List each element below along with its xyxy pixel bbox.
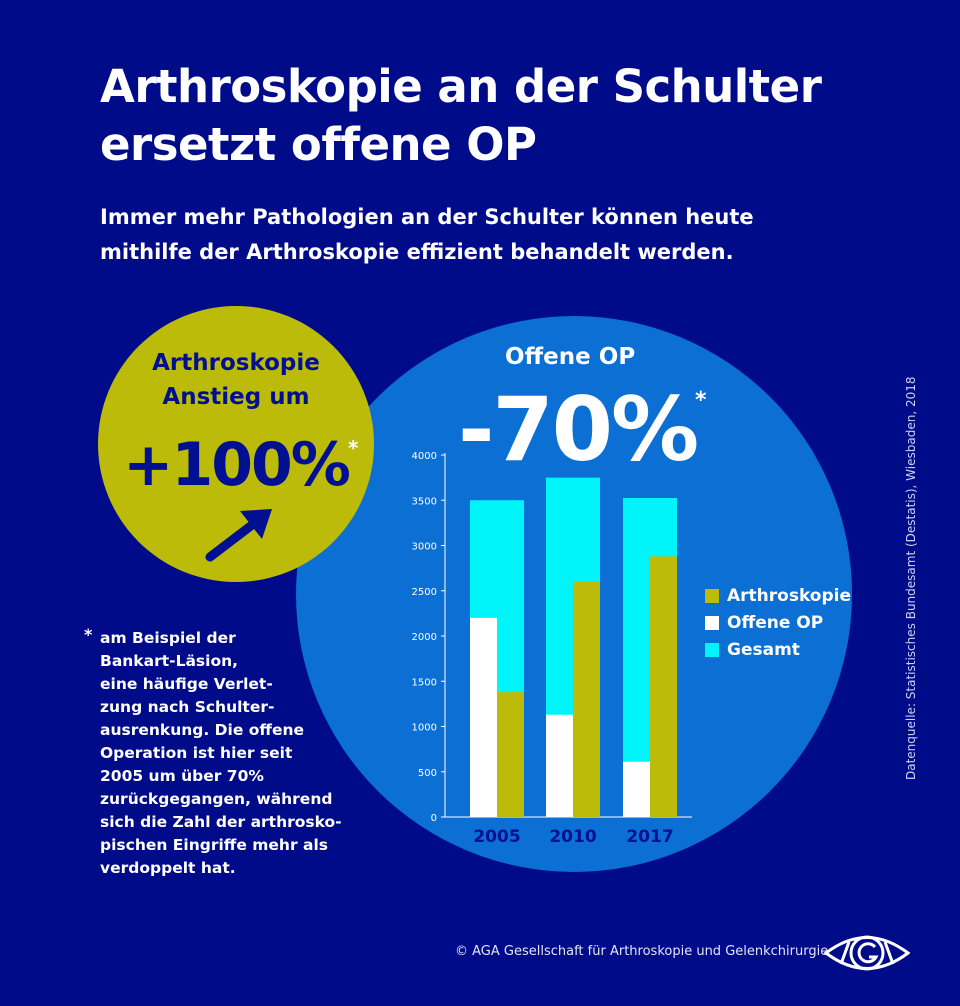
bar-offene-op-2010 <box>546 714 573 817</box>
subtitle-line-1: Immer mehr Pathologien an der Schulter k… <box>100 205 754 229</box>
y-tick-label: 2500 <box>412 587 437 598</box>
copyright-text: © AGA Gesellschaft für Arthroskopie und … <box>455 944 829 959</box>
y-tick-label: 3500 <box>412 496 437 507</box>
bar-arthroskopie-2017 <box>650 556 677 817</box>
legend-swatch-arthroskopie <box>705 588 719 603</box>
chart-legend: Arthroskopie Offene OP Gesamt <box>705 582 851 663</box>
y-tick-label: 2000 <box>412 632 437 643</box>
y-tick-label: 4000 <box>412 451 437 462</box>
page-title: Arthroskopie an der Schulter ersetzt off… <box>100 58 822 174</box>
legend-item-offene-op: Offene OP <box>705 609 851 636</box>
arthro-asterisk: * <box>348 436 359 460</box>
arthro-highlight-line-1: Arthroskopie <box>152 350 320 376</box>
y-tick-label: 3000 <box>412 542 437 553</box>
y-tick-label: 0 <box>431 813 437 824</box>
arthro-highlight-line-2: Anstieg um <box>162 384 310 410</box>
open-op-decrease-value: -70% <box>458 378 699 481</box>
x-tick-label: 2017 <box>626 827 673 847</box>
legend-label-offene-op: Offene OP <box>727 612 824 633</box>
title-line-1: Arthroskopie an der Schulter <box>100 60 822 113</box>
open-op-asterisk: * <box>695 388 707 413</box>
bar-chart: 0 500 1000 1500 2000 2500 3000 3500 4000 2005 2010… <box>412 451 692 847</box>
legend-swatch-offene-op <box>705 615 719 630</box>
bar-offene-op-2005 <box>470 617 497 817</box>
subtitle-line-2: mithilfe der Arthroskopie effizient beha… <box>100 240 734 264</box>
legend-label-gesamt: Gesamt <box>727 639 800 660</box>
page-subtitle: Immer mehr Pathologien an der Schulter k… <box>100 200 754 270</box>
title-line-2: ersetzt offene OP <box>100 118 537 171</box>
bar-arthroskopie-2005 <box>497 692 524 817</box>
footnote-text: am Beispiel der Bankart-Läsion, eine häu… <box>100 629 342 877</box>
x-tick-label: 2005 <box>473 827 520 847</box>
legend-label-arthroskopie: Arthroskopie <box>727 585 852 606</box>
arthro-increase-value: +100% <box>123 430 351 500</box>
y-tick-label: 500 <box>418 768 437 779</box>
open-op-label: Offene OP <box>505 344 636 370</box>
footnote-asterisk: * <box>84 625 93 644</box>
arrow-up-right-icon <box>205 509 272 562</box>
aga-eye-logo <box>823 935 911 971</box>
bar-arthroskopie-2010 <box>573 581 600 817</box>
legend-item-arthroskopie: Arthroskopie <box>705 582 851 609</box>
bar-offene-op-2017 <box>623 761 650 817</box>
y-tick-label: 1500 <box>412 677 437 688</box>
data-source: Datenquelle: Statistisches Bundesamt (De… <box>904 376 918 781</box>
legend-swatch-gesamt <box>705 642 719 657</box>
x-tick-label: 2010 <box>549 827 596 847</box>
y-tick-label: 1000 <box>412 723 437 734</box>
legend-item-gesamt: Gesamt <box>705 636 851 663</box>
